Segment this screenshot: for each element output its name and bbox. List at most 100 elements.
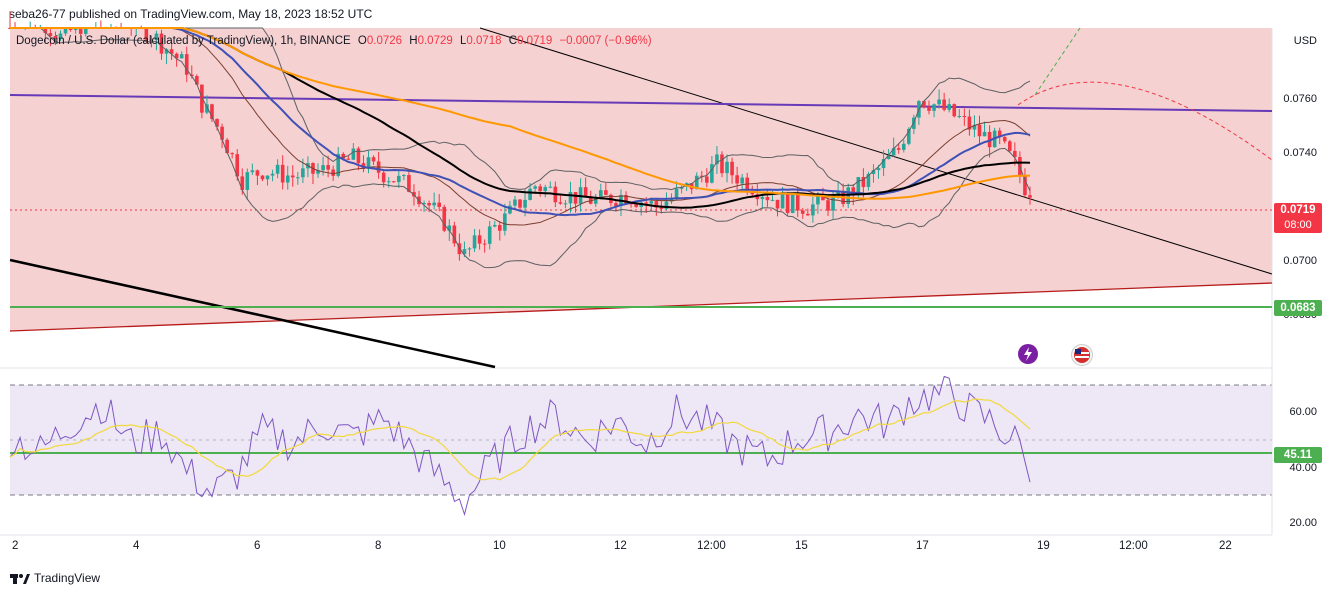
candle-body: [836, 190, 840, 197]
candle-body: [604, 190, 608, 195]
candle-body: [164, 49, 169, 54]
candle-body: [806, 213, 810, 216]
earnings-event-icon[interactable]: [1018, 344, 1038, 364]
candle-body: [866, 173, 871, 187]
legend-low: 0.0718: [466, 35, 502, 47]
candle-body: [826, 200, 830, 211]
rsi-tick-60: 60.00: [1289, 406, 1317, 418]
candle-body: [573, 192, 578, 204]
candle-body: [53, 36, 58, 40]
us-flag-event-icon[interactable]: [1071, 344, 1093, 366]
rsi-tick-20: 20.00: [1289, 517, 1317, 529]
time-tick: 17: [916, 540, 929, 552]
candle-body: [942, 99, 946, 110]
candle-body: [725, 161, 729, 174]
candle-body: [43, 28, 48, 33]
candle-body: [230, 153, 234, 155]
candle-body: [477, 235, 482, 244]
rsi-line: [9, 375, 1031, 517]
candle-body: [765, 196, 770, 201]
candle-body: [816, 195, 820, 205]
legend-high: 0.0729: [417, 35, 453, 47]
candle-body: [694, 175, 699, 190]
candle-body: [159, 33, 164, 54]
candle-body: [472, 235, 477, 249]
candle-body: [1023, 176, 1027, 196]
candle-body: [73, 28, 78, 31]
candle-body: [1008, 141, 1012, 151]
candle-body: [296, 177, 300, 179]
candle-body: [715, 154, 719, 165]
candle-body: [366, 157, 371, 170]
candle-body: [533, 186, 537, 189]
candle-body: [260, 175, 265, 180]
candle-body: [169, 49, 174, 54]
candle-body: [290, 175, 295, 178]
price-tick-0700: 0.0700: [1283, 255, 1317, 267]
candle-body: [876, 168, 881, 171]
tradingview-logo-icon: [10, 574, 30, 584]
candle-body: [487, 226, 492, 244]
candle-body: [63, 28, 68, 34]
time-tick: 12:00: [697, 540, 726, 552]
candle-body: [730, 161, 734, 176]
candle-body: [391, 181, 396, 183]
candle-body: [851, 187, 856, 196]
time-tick: 22: [1219, 540, 1232, 552]
candle-body: [669, 197, 674, 202]
candle-body: [447, 225, 452, 231]
candle-body: [583, 187, 588, 198]
candle-body: [467, 248, 472, 250]
candle-body: [149, 39, 154, 41]
candle-body: [68, 28, 73, 31]
legend-symbol: Dogecoin / U.S. Dollar (calculated by Tr…: [16, 35, 351, 47]
candle-body: [634, 204, 638, 207]
candle-body: [240, 176, 245, 190]
candle-body: [280, 164, 285, 183]
candle-body: [881, 159, 886, 169]
candle-body: [336, 153, 341, 176]
candle-body: [518, 199, 522, 208]
candle-body: [614, 203, 618, 207]
candle-body: [523, 199, 527, 208]
candle-body: [538, 186, 542, 192]
candle-body: [492, 225, 497, 227]
symbol-legend[interactable]: Dogecoin / U.S. Dollar (calculated by Tr…: [16, 35, 652, 47]
candle-body: [498, 225, 502, 231]
candle-body: [740, 177, 744, 184]
candle-body: [301, 168, 305, 178]
candle-body: [593, 197, 598, 204]
price-tick-0760: 0.0760: [1283, 93, 1317, 105]
candle-body: [790, 193, 795, 213]
candle-body: [654, 201, 659, 208]
resistance-line: [9, 94, 1273, 112]
candle-body: [397, 175, 401, 183]
candle-body: [982, 131, 987, 137]
candle-body: [144, 28, 149, 40]
candle-body: [341, 153, 346, 159]
candle-body: [326, 165, 330, 170]
candle-body: [800, 210, 805, 214]
candle-body: [886, 155, 891, 160]
tradingview-logo[interactable]: TradingView: [10, 571, 100, 585]
candle-body: [381, 172, 386, 183]
candle-body: [432, 202, 436, 206]
candle-body: [205, 104, 209, 113]
time-tick: 2: [12, 540, 19, 552]
candle-body: [563, 203, 568, 205]
candle-body: [356, 148, 361, 164]
time-tick: 4: [133, 540, 140, 552]
candle-body: [720, 154, 724, 174]
support-tag: 0.0683: [1274, 300, 1322, 316]
descending-trendline: [479, 27, 1273, 275]
last-price-value: 0.0719: [1280, 204, 1316, 216]
candle-body: [967, 116, 972, 130]
legend-change: −0.0007 (−0.96%): [559, 35, 652, 47]
candle-body: [265, 175, 270, 180]
currency-label: USD: [1293, 35, 1317, 47]
candle-body: [543, 187, 548, 192]
candle-body: [548, 186, 553, 188]
legend-close: 0.0719: [517, 35, 553, 47]
time-tick: 12:00: [1119, 540, 1148, 552]
